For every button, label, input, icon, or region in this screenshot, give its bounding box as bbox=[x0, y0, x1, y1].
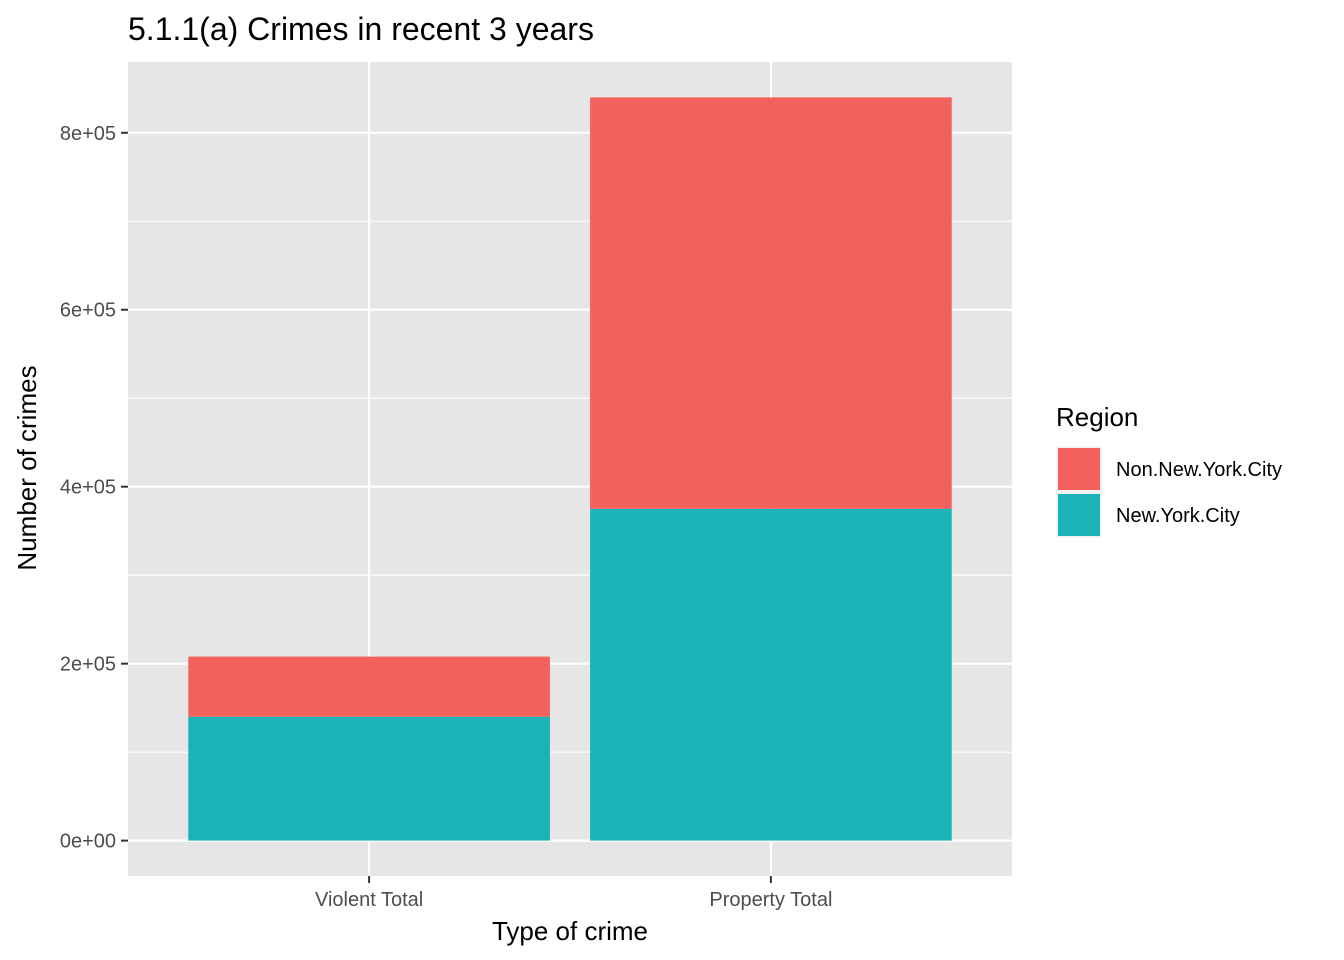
legend: Region Non.New.York.City New.York.City bbox=[1056, 402, 1282, 538]
chart-title: 5.1.1(a) Crimes in recent 3 years bbox=[128, 11, 594, 47]
legend-label: New.York.City bbox=[1116, 505, 1240, 527]
x-tick-label: Violent Total bbox=[315, 889, 423, 911]
y-tick-label: 6e+05 bbox=[60, 300, 116, 322]
x-tick-label: Property Total bbox=[709, 889, 832, 911]
y-axis: 0e+00 2e+05 4e+05 6e+05 8e+05 bbox=[60, 123, 128, 853]
bar-non-new-york-city-1 bbox=[590, 97, 952, 509]
bar-non-new-york-city-0 bbox=[188, 656, 550, 717]
y-tick-label: 2e+05 bbox=[60, 654, 116, 676]
legend-title: Region bbox=[1056, 402, 1138, 432]
y-tick-label: 4e+05 bbox=[60, 477, 116, 499]
legend-swatch bbox=[1058, 448, 1100, 490]
x-axis: Violent Total Property Total bbox=[315, 876, 832, 911]
legend-label: Non.New.York.City bbox=[1116, 459, 1282, 481]
y-tick-label: 0e+00 bbox=[60, 831, 116, 853]
x-axis-title: Type of crime bbox=[492, 916, 648, 946]
bar-new-york-city-0 bbox=[188, 716, 550, 841]
legend-items: Non.New.York.City New.York.City bbox=[1056, 446, 1282, 538]
bars bbox=[188, 97, 952, 841]
y-axis-title: Number of crimes bbox=[12, 365, 42, 570]
bar-new-york-city-1 bbox=[590, 508, 952, 841]
y-tick-label: 8e+05 bbox=[60, 123, 116, 145]
legend-swatch bbox=[1058, 494, 1100, 536]
